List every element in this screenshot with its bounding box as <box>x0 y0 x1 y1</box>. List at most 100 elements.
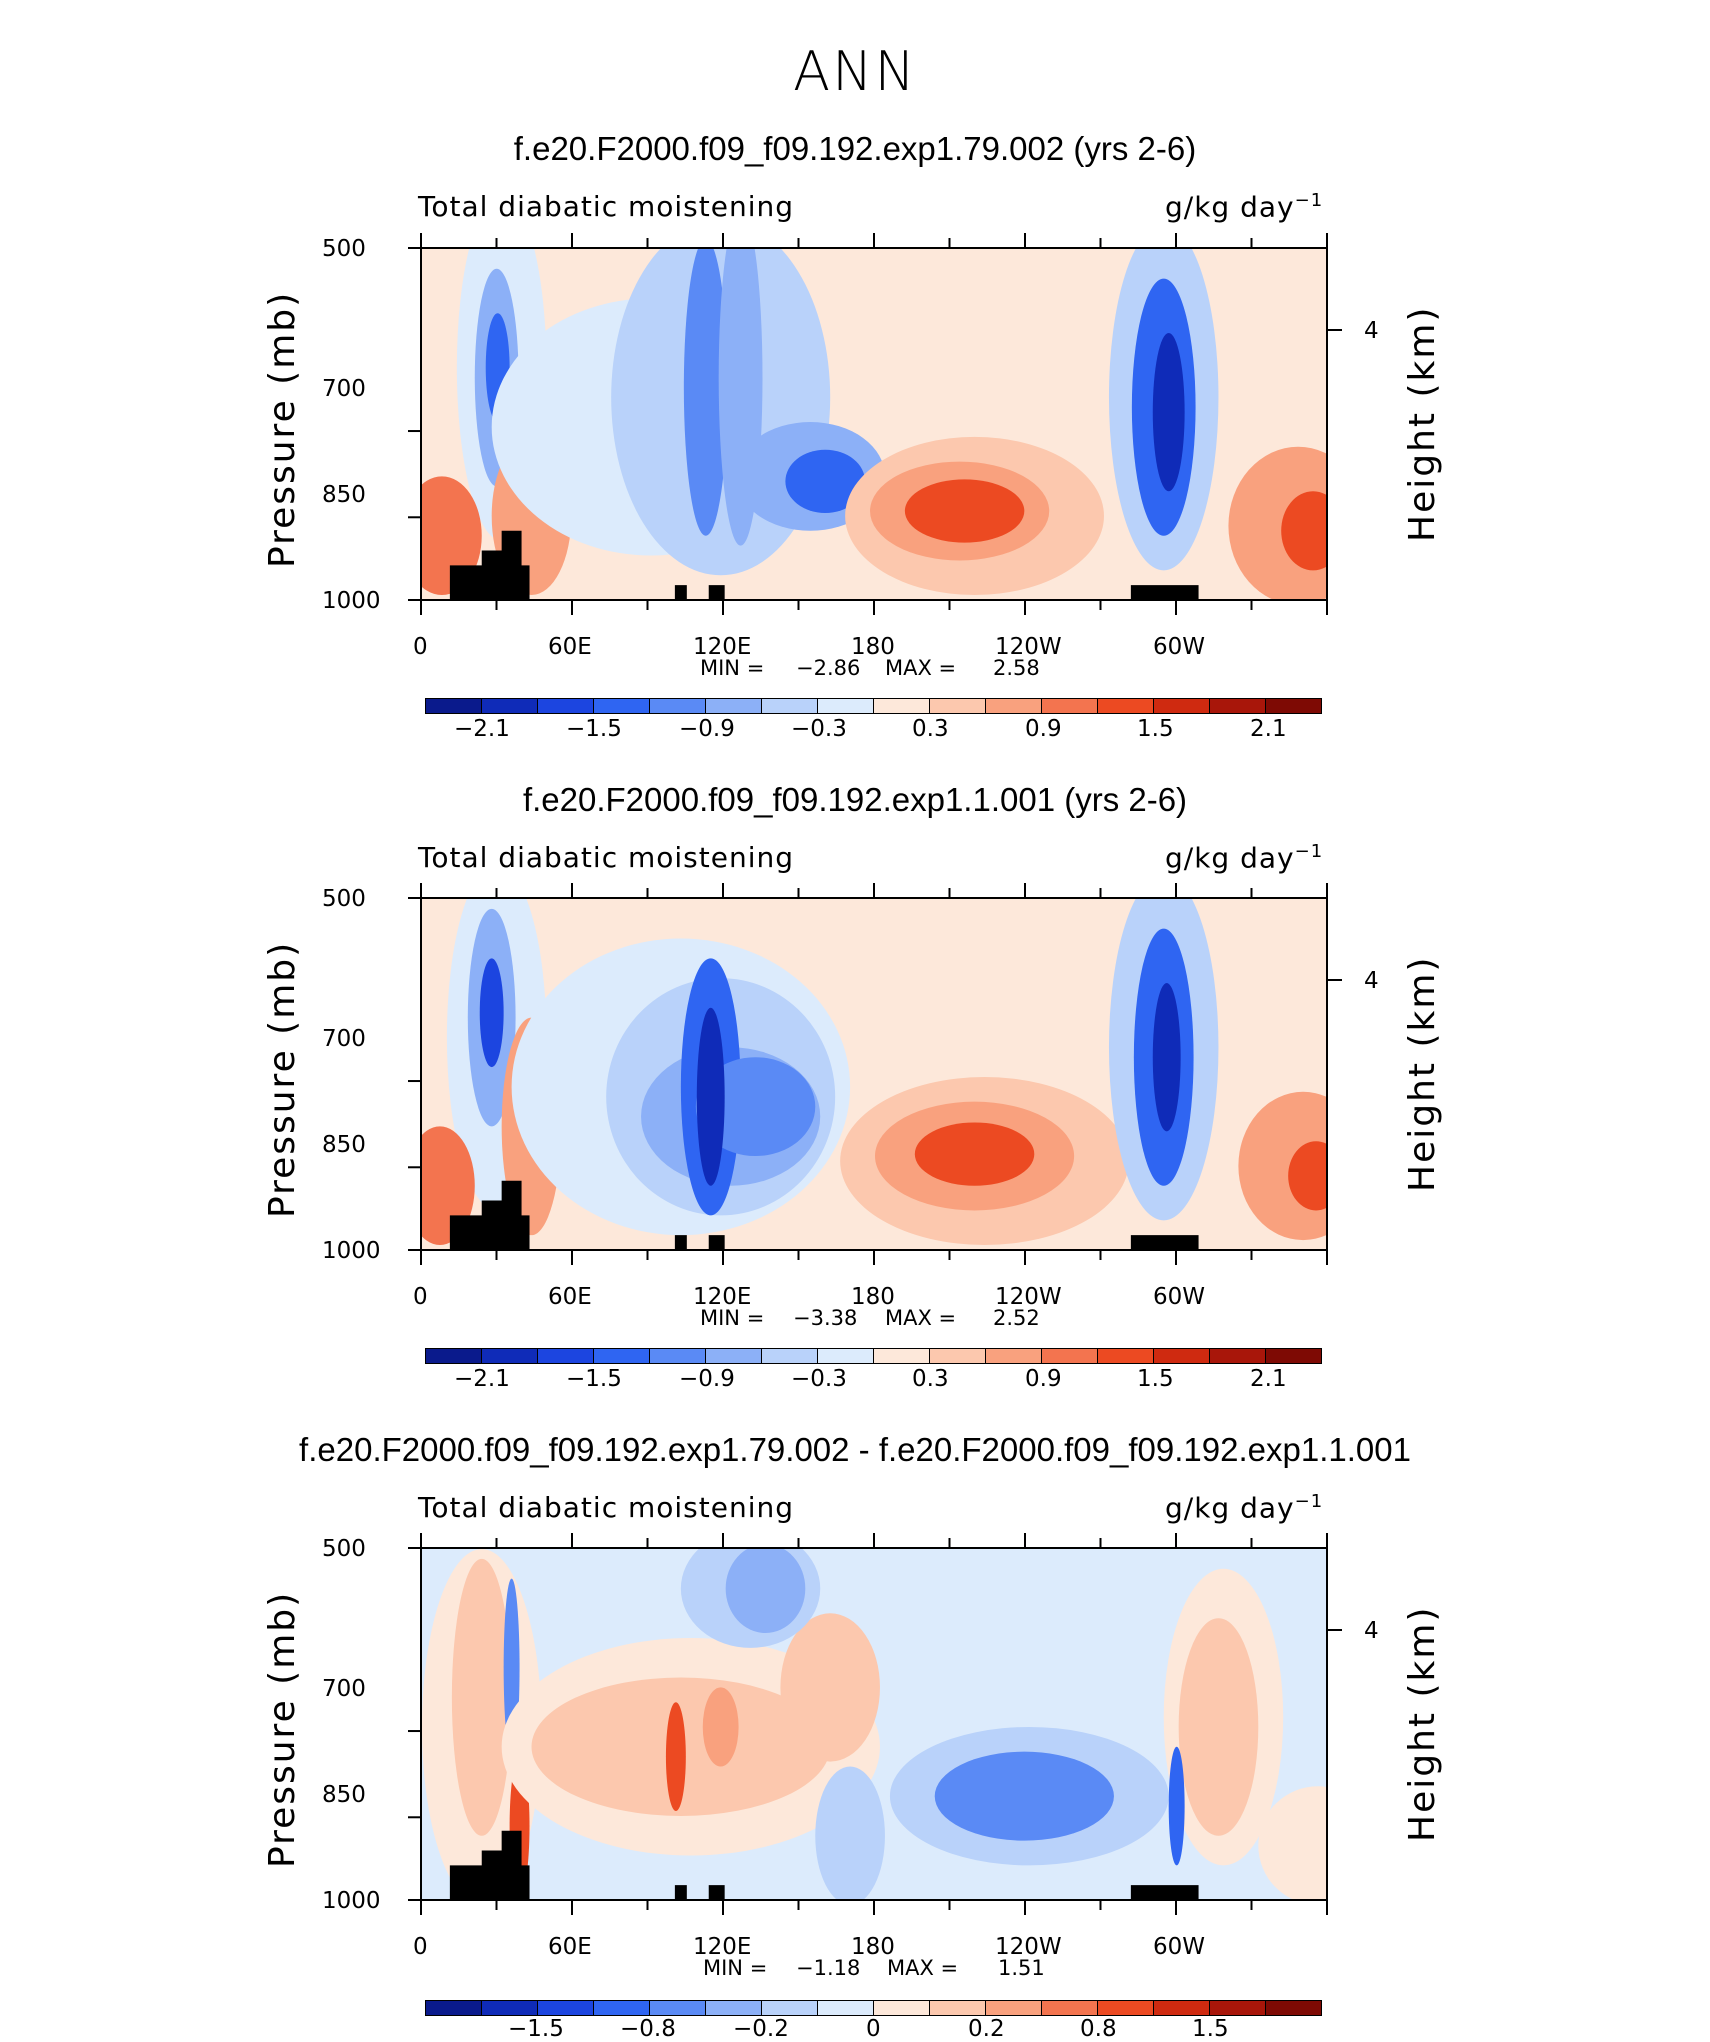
colorbar-swatch <box>1098 699 1154 713</box>
contour-region <box>1152 333 1185 492</box>
colorbar-swatch <box>874 2001 930 2015</box>
colorbar-swatch <box>874 1349 930 1363</box>
right-tick-label: 4 <box>1364 1618 1379 1644</box>
colorbar-label: 0.8 <box>1080 2016 1117 2042</box>
colorbar-swatch <box>1266 2001 1321 2015</box>
colorbar-label: −0.2 <box>733 2016 789 2042</box>
colorbar-swatch <box>650 699 706 713</box>
right-axis-label: Height (km) <box>1402 955 1443 1192</box>
heatmap-canvas <box>422 1549 1326 1899</box>
x-tick-label: 120W <box>995 634 1062 660</box>
axis-ticks <box>408 883 1342 1265</box>
colorbar-swatch <box>1266 1349 1321 1363</box>
y-tick-label: 1000 <box>322 1238 381 1264</box>
colorbar-swatch <box>594 699 650 713</box>
colorbar-swatch <box>762 1349 818 1363</box>
colorbar-swatch <box>1154 699 1210 713</box>
variable-label: Total diabatic moistening <box>418 190 795 223</box>
colorbar-swatch <box>1210 1349 1266 1363</box>
heatmap-plot <box>420 897 1328 1251</box>
colorbar-label: 0.9 <box>1025 1366 1062 1392</box>
colorbar-label: 1.5 <box>1137 1366 1174 1392</box>
colorbar-label: 2.1 <box>1250 1366 1287 1392</box>
y-tick-label: 700 <box>322 376 366 402</box>
colorbar <box>425 1348 1322 1364</box>
contour-region <box>1281 491 1326 571</box>
colorbar-swatch <box>706 699 762 713</box>
x-tick-label: 0 <box>413 1284 428 1310</box>
heatmap-plot <box>420 247 1328 601</box>
contour-region <box>695 1057 816 1157</box>
contour-region <box>780 1613 880 1762</box>
x-tick-label: 60W <box>1153 1934 1206 1960</box>
colorbar-swatch <box>762 699 818 713</box>
colorbar-swatch <box>986 2001 1042 2015</box>
contour-region <box>1152 983 1181 1132</box>
variable-label: Total diabatic moistening <box>418 1491 795 1524</box>
y-tick-label: 500 <box>322 1536 366 1562</box>
panel-title: f.e20.F2000.f09_f09.192.exp1.1.001 (yrs … <box>522 781 1188 818</box>
colorbar-swatch <box>930 2001 986 2015</box>
colorbar-swatch <box>706 1349 762 1363</box>
y-axis-label: Pressure (mb) <box>262 940 303 1218</box>
colorbar-label: 0.9 <box>1025 716 1062 742</box>
max-label: MAX = <box>885 656 957 680</box>
colorbar-swatch <box>594 1349 650 1363</box>
colorbar-swatch <box>426 699 482 713</box>
panel-title: f.e20.F2000.f09_f09.192.exp1.79.002 - f.… <box>299 1431 1411 1468</box>
colorbar-swatch <box>1042 2001 1098 2015</box>
units-label: g/kg day−1 <box>1165 841 1324 875</box>
x-tick-label: 60E <box>548 634 592 660</box>
colorbar-swatch <box>482 2001 538 2015</box>
heatmap-canvas <box>422 899 1326 1249</box>
y-tick-label: 700 <box>322 1026 366 1052</box>
x-tick-label: 180 <box>851 1284 895 1310</box>
y-tick-label: 500 <box>322 886 366 912</box>
y-axis-label: Pressure (mb) <box>262 1590 303 1868</box>
contour-region <box>422 1126 475 1246</box>
contour-region <box>696 1007 725 1186</box>
colorbar-swatch <box>1210 699 1266 713</box>
contour-region <box>914 1122 1035 1186</box>
axis-ticks <box>408 233 1342 615</box>
colorbar-label: 0.2 <box>968 2016 1005 2042</box>
colorbar-swatch <box>818 699 874 713</box>
colorbar-swatch <box>930 1349 986 1363</box>
y-tick-label: 1000 <box>322 588 381 614</box>
colorbar-label: −1.5 <box>566 716 622 742</box>
x-tick-label: 120E <box>693 1934 752 1960</box>
colorbar-swatch <box>1266 699 1321 713</box>
colorbar-label: 2.1 <box>1250 716 1287 742</box>
colorbar-label: −0.8 <box>620 2016 676 2042</box>
x-tick-label: 60W <box>1153 1284 1206 1310</box>
main-title: ANN <box>793 40 917 103</box>
terrain-mask <box>449 1180 1199 1249</box>
contour-region <box>1178 1618 1259 1836</box>
y-tick-label: 850 <box>322 1132 366 1158</box>
terrain-mask <box>449 530 1199 599</box>
colorbar-swatch <box>1210 2001 1266 2015</box>
terrain-mask <box>449 1830 1199 1899</box>
colorbar-swatch <box>538 699 594 713</box>
x-tick-label: 120E <box>693 634 752 660</box>
colorbar-label: −1.5 <box>508 2016 564 2042</box>
colorbar-label: −2.1 <box>454 1366 510 1392</box>
contour-region <box>1288 1141 1326 1211</box>
contour-region <box>479 958 504 1068</box>
colorbar-swatch <box>594 2001 650 2015</box>
colorbar-label: 0.3 <box>912 1366 949 1392</box>
contour-region <box>904 479 1025 543</box>
contour-region <box>815 1766 885 1899</box>
right-axis-label: Height (km) <box>1402 305 1443 542</box>
colorbar-swatch <box>818 2001 874 2015</box>
y-axis-label: Pressure (mb) <box>262 290 303 568</box>
contour-region <box>451 1558 512 1836</box>
min-label: MIN = <box>700 656 765 680</box>
colorbar <box>425 698 1322 714</box>
right-tick-label: 4 <box>1364 318 1379 344</box>
min-value: −3.38 <box>793 1306 858 1330</box>
x-tick-label: 120W <box>995 1934 1062 1960</box>
right-axis-label: Height (km) <box>1402 1605 1443 1842</box>
colorbar-swatch <box>1154 2001 1210 2015</box>
y-tick-label: 1000 <box>322 1888 381 1914</box>
